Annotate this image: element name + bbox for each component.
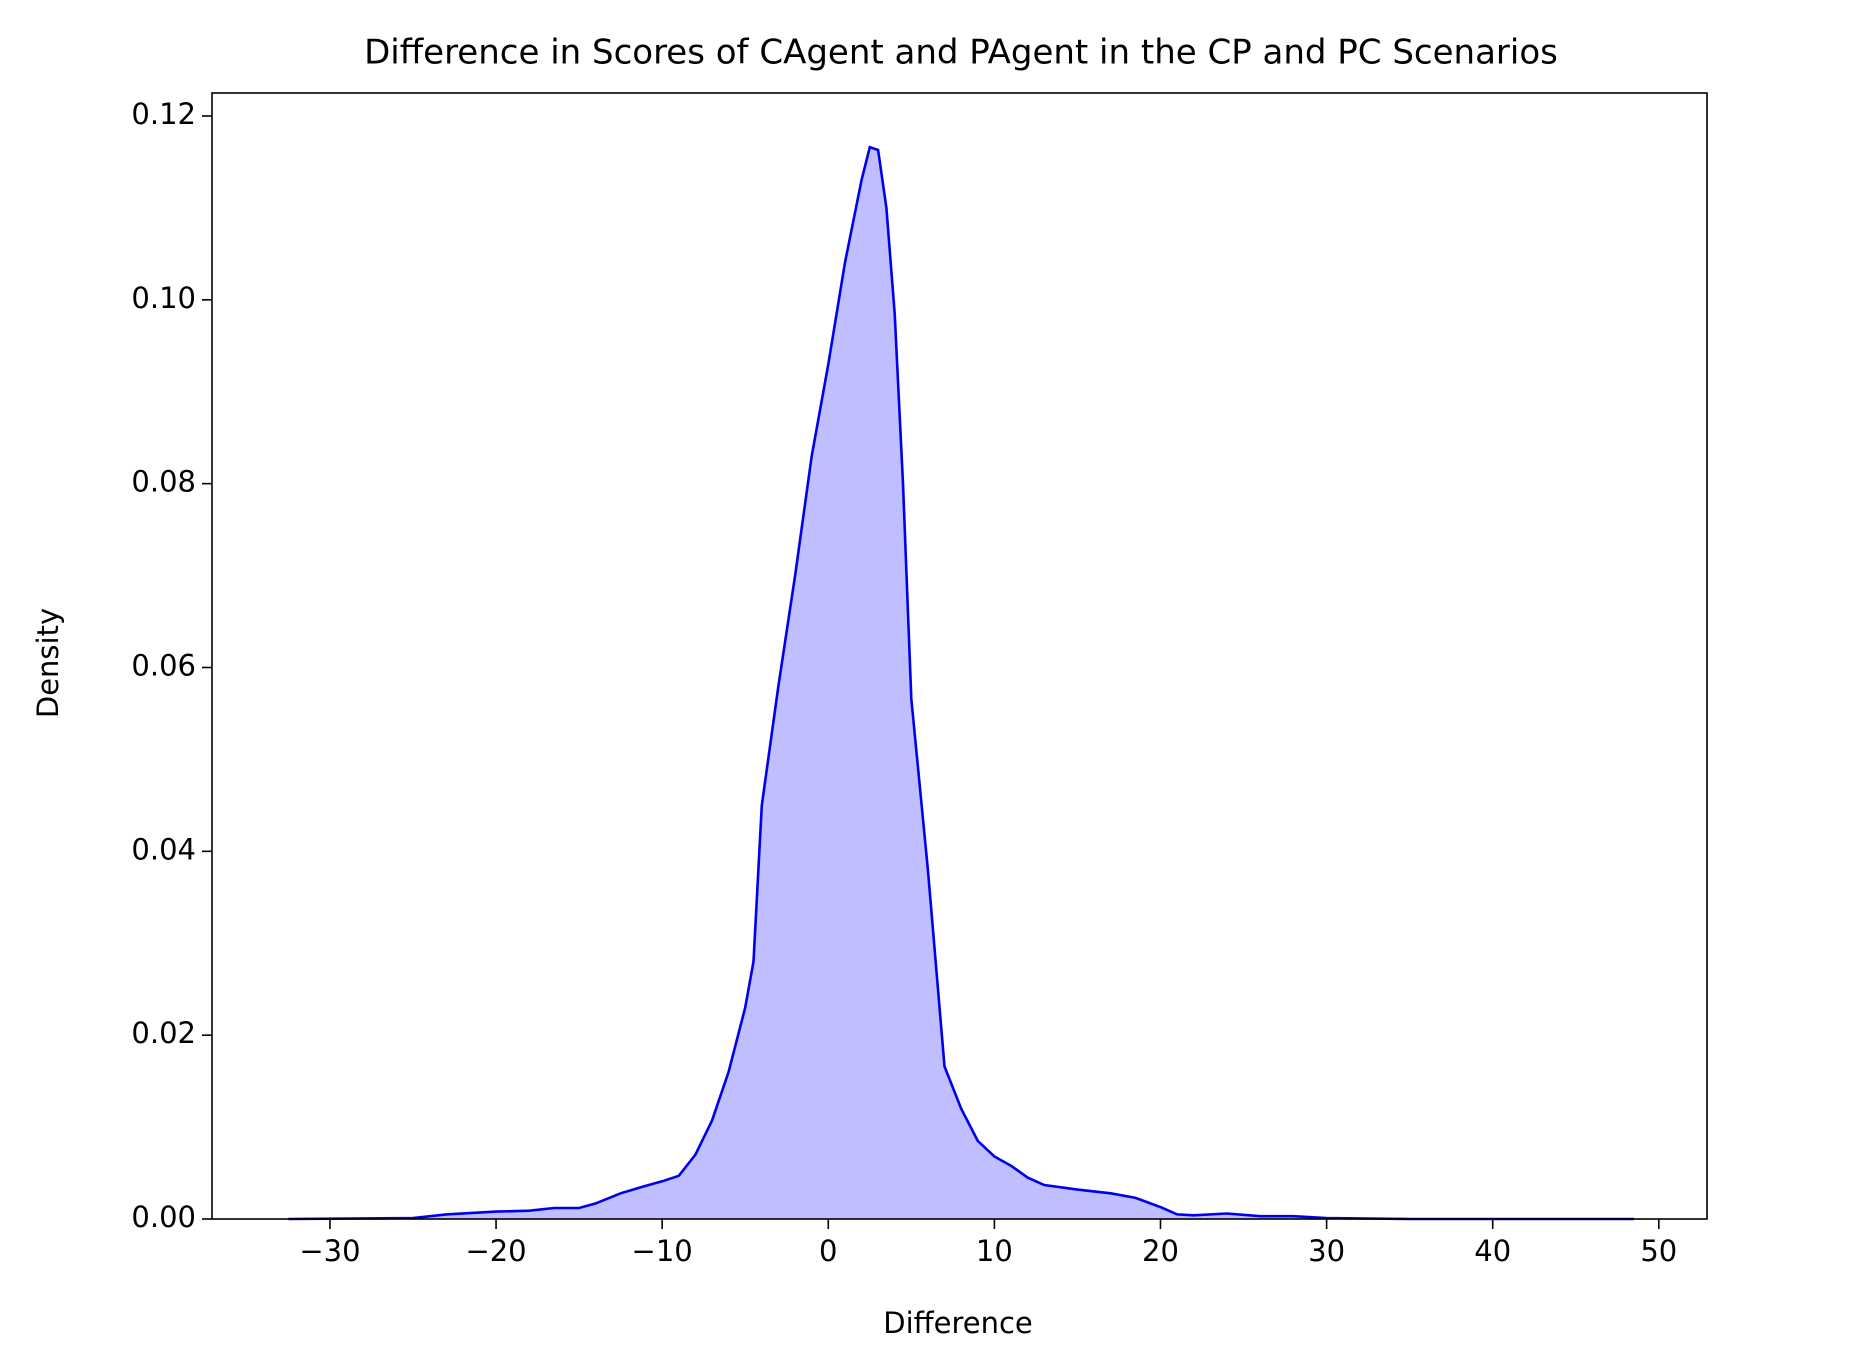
- x-tick-label: 10: [976, 1234, 1013, 1268]
- y-tick-label: 0.12: [131, 97, 196, 131]
- y-axis-label: Density: [31, 608, 65, 718]
- y-tick-label: 0.06: [131, 648, 196, 682]
- x-tick-label: 30: [1308, 1234, 1345, 1268]
- density-area: [288, 147, 1634, 1220]
- plot-frame: [211, 92, 1708, 1220]
- y-tick-label: 0.08: [131, 465, 196, 499]
- x-tick-label: −20: [465, 1234, 526, 1268]
- x-tick-label: −10: [632, 1234, 693, 1268]
- y-tick-label: 0.10: [131, 281, 196, 315]
- x-tick-label: −30: [299, 1234, 360, 1268]
- x-axis-label: Difference: [883, 1306, 1033, 1340]
- chart-title: Difference in Scores of CAgent and PAgen…: [364, 33, 1558, 73]
- x-tick-label: 20: [1142, 1234, 1179, 1268]
- density-line: [288, 145, 1634, 1221]
- x-tick-label: 0: [819, 1234, 837, 1268]
- x-tick-label: 40: [1474, 1234, 1511, 1268]
- y-tick-label: 0.00: [131, 1200, 196, 1234]
- x-tick-label: 50: [1640, 1234, 1677, 1268]
- y-tick-label: 0.02: [131, 1016, 196, 1050]
- y-tick-label: 0.04: [131, 832, 196, 866]
